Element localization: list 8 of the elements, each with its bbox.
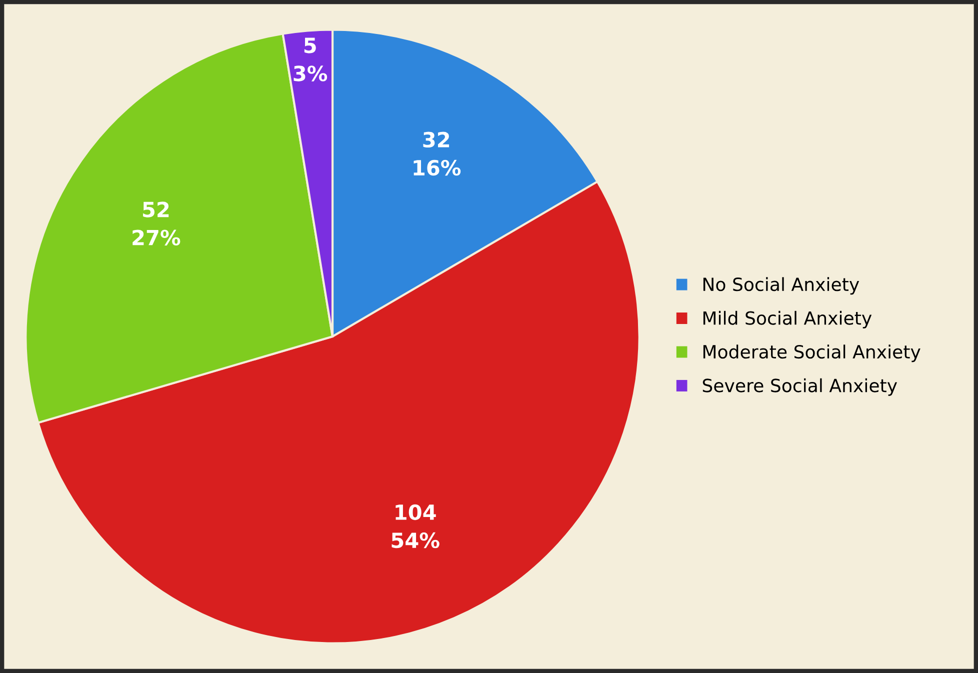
legend-label: Moderate Social Anxiety (703, 344, 920, 362)
data-label: 104 54% (392, 504, 440, 548)
data-label: 5 3% (294, 38, 328, 82)
data-label: 52 27% (132, 202, 180, 246)
data-label: 32 16% (414, 132, 461, 176)
legend-label: Mild Social Anxiety (703, 310, 872, 328)
legend-label: Severe Social Anxiety (702, 378, 898, 396)
legend-label: No Social Anxiety (703, 277, 860, 295)
